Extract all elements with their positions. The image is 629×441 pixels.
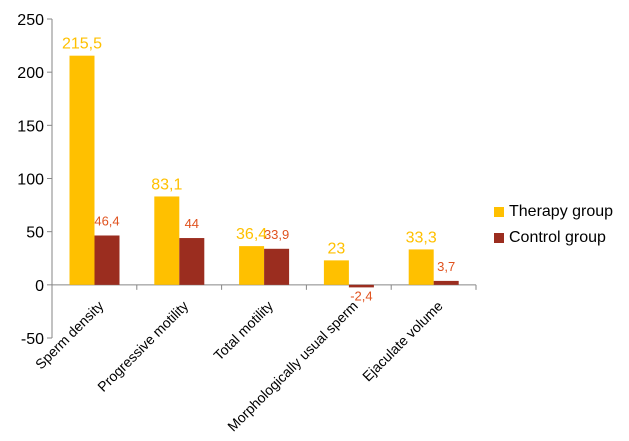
data-label-therapy: 83,1 bbox=[151, 176, 182, 193]
legend: Therapy group Control group bbox=[494, 199, 613, 251]
y-tick-label: 100 bbox=[17, 172, 44, 189]
y-tick-label: 0 bbox=[35, 278, 44, 295]
data-label-control: 33,9 bbox=[264, 227, 289, 242]
data-label-control: 44 bbox=[185, 216, 199, 231]
bar-therapy bbox=[239, 246, 265, 285]
data-label-therapy: 36,4 bbox=[236, 226, 267, 243]
y-axis-ticks: -50 0 50 100 150 200 250 bbox=[17, 12, 52, 348]
bar-therapy bbox=[154, 196, 180, 285]
data-label-therapy: 33,3 bbox=[406, 229, 437, 246]
bar-control bbox=[94, 235, 120, 285]
bar-control bbox=[264, 248, 290, 285]
bar-control bbox=[179, 238, 205, 285]
bar-control bbox=[433, 280, 459, 285]
legend-swatch-control bbox=[494, 233, 504, 243]
bar-control bbox=[348, 284, 374, 288]
legend-label-therapy: Therapy group bbox=[509, 203, 614, 220]
y-tick-label: 250 bbox=[17, 12, 44, 29]
data-labels: 215,5 46,4 83,1 44 36,433,9 23 -2,4 33,33,7 bbox=[62, 36, 455, 304]
y-tick-label: 200 bbox=[17, 65, 44, 82]
bar-therapy bbox=[408, 249, 434, 285]
x-tick-label: Ejaculate volume bbox=[359, 297, 446, 384]
data-label-control: 46,4 bbox=[94, 213, 119, 228]
bars bbox=[69, 55, 459, 288]
legend-item-control: Control group bbox=[494, 225, 613, 251]
y-tick-label: -50 bbox=[21, 331, 44, 348]
data-label-therapy: 23 bbox=[328, 240, 346, 257]
legend-swatch-therapy bbox=[494, 207, 504, 217]
axes bbox=[51, 19, 476, 338]
x-tick-label: Total motility bbox=[210, 298, 276, 364]
legend-item-therapy: Therapy group bbox=[494, 199, 613, 225]
legend-label-control: Control group bbox=[509, 229, 606, 246]
data-label-therapy: 215,5 bbox=[62, 36, 102, 53]
y-tick-label: 150 bbox=[17, 118, 44, 135]
data-label-control: -2,4 bbox=[350, 288, 372, 303]
bar-therapy bbox=[323, 260, 349, 285]
data-label-control: 3,7 bbox=[437, 259, 455, 274]
x-tick-label: Progressive motility bbox=[94, 298, 191, 395]
y-tick-label: 50 bbox=[26, 225, 44, 242]
bar-therapy bbox=[69, 55, 95, 285]
